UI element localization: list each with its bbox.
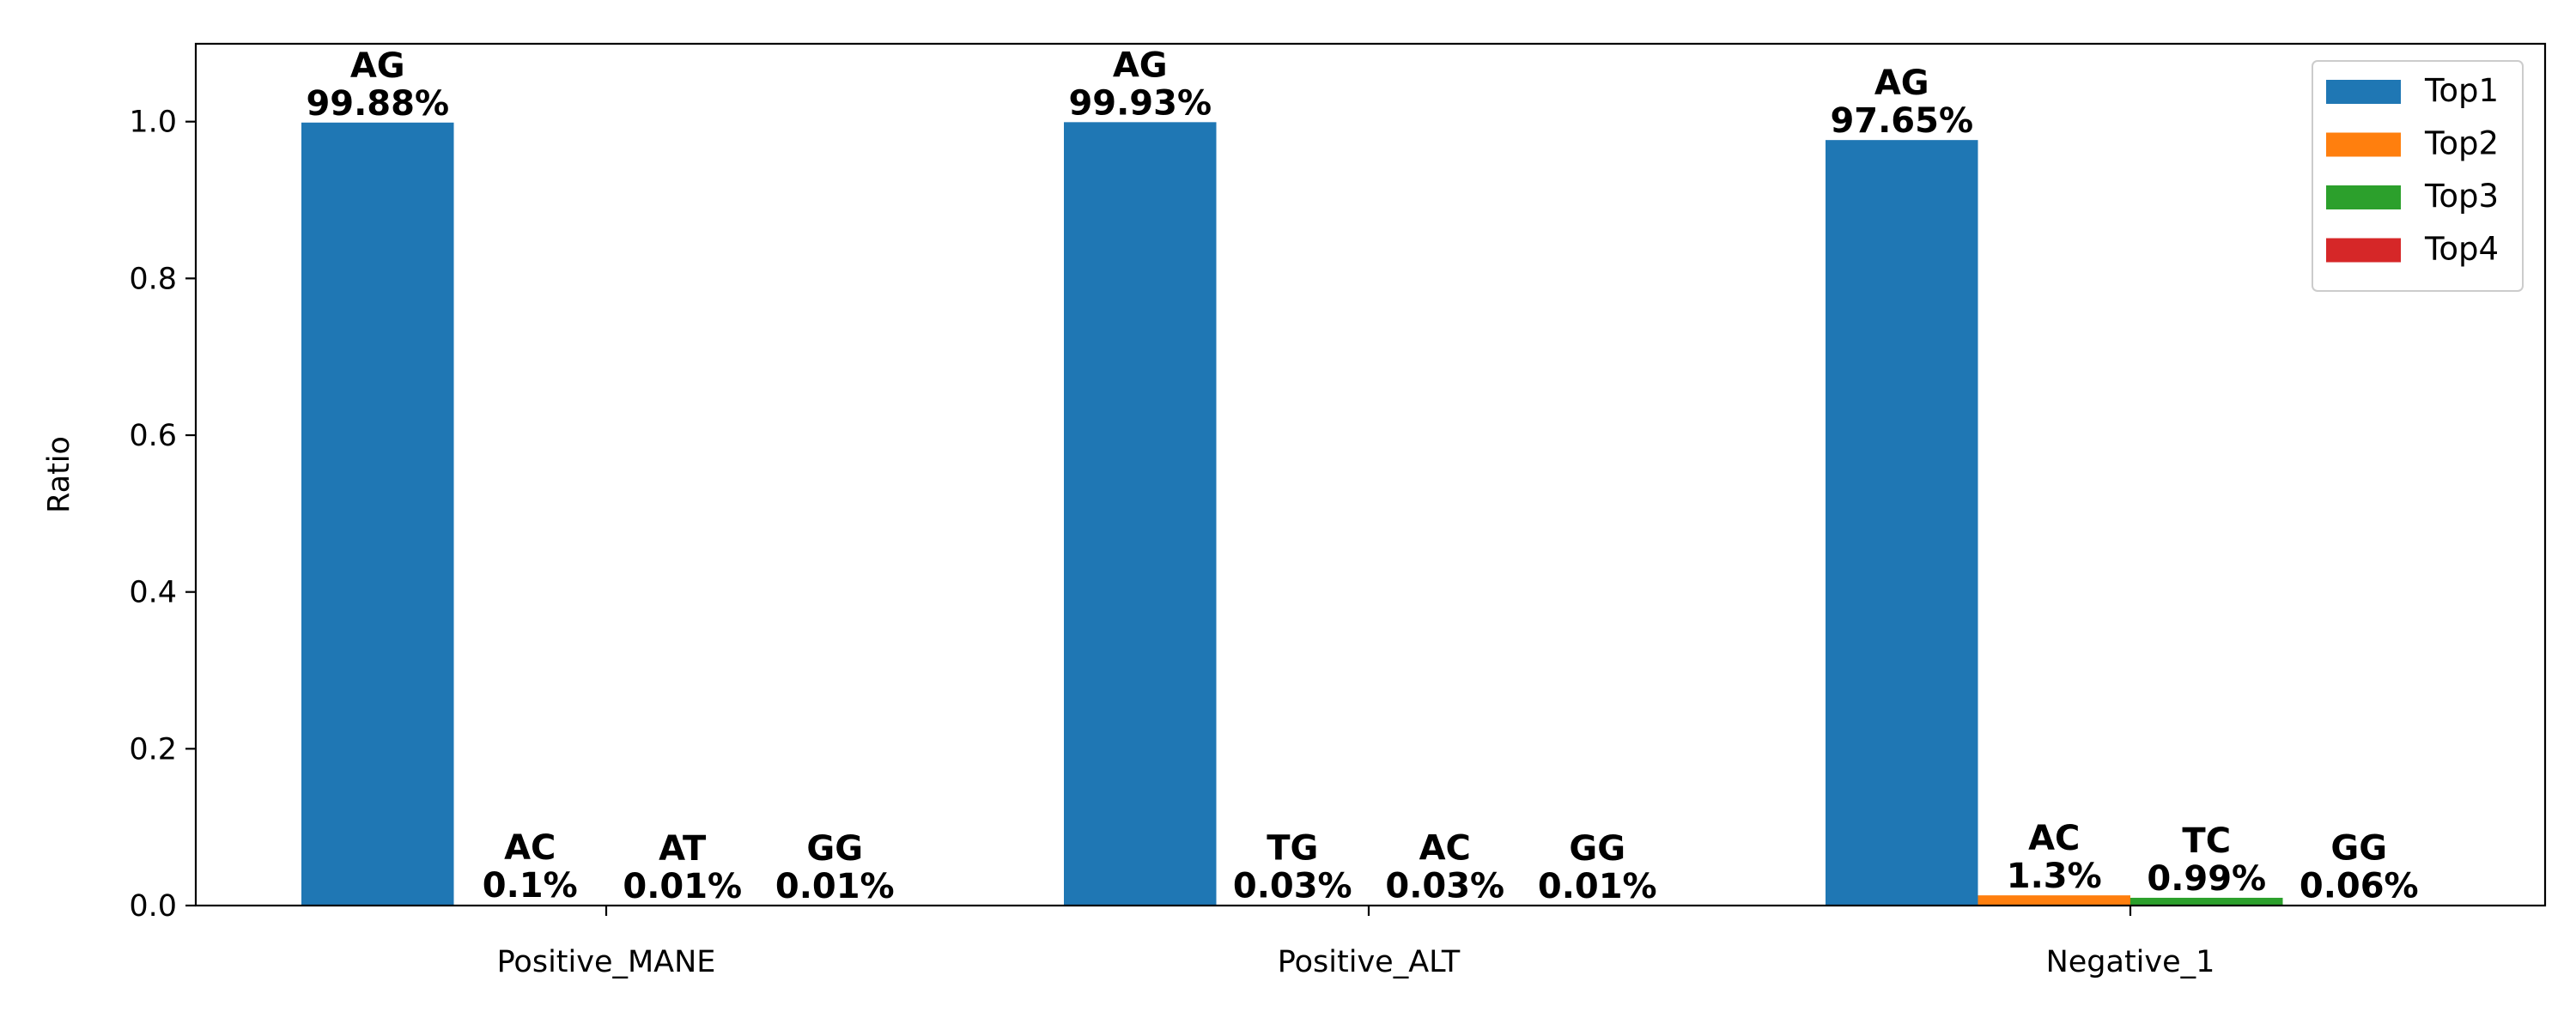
bar-percent-label: 99.88%: [306, 84, 449, 124]
bar-percent-label: 0.06%: [2300, 866, 2419, 906]
bar-label-top4-positive_alt: GG 0.01%: [1538, 829, 1657, 906]
bar-label-top1-negative_1: AG 97.65%: [1830, 64, 1973, 141]
bar-percent-label: 0.03%: [1233, 867, 1352, 906]
bar-motif-label: AC: [2028, 819, 2080, 858]
bar-percent-label: 97.65%: [1830, 101, 1973, 141]
bar-label-top3-positive_alt: AC 0.03%: [1385, 829, 1504, 906]
bar-top2-negative_1: [1978, 895, 2130, 906]
y-axis: 0.0 0.2 0.4 0.6 0.8 1.0: [129, 106, 196, 924]
bar-motif-label: AG: [350, 46, 405, 86]
bar-motif-label: GG: [2330, 828, 2387, 868]
bar-motif-label: GG: [806, 829, 863, 869]
bar-percent-label: 0.03%: [1385, 867, 1504, 906]
bar-percent-label: 0.99%: [2147, 859, 2266, 899]
bar-labels-layer: AG 99.88%AG 99.93%AG 97.65%AC 0.1%TG 0.03%AC 1…: [306, 45, 2418, 906]
bar-label-top3-positive_mane: AT 0.01%: [623, 829, 742, 906]
bar-motif-label: AC: [504, 828, 556, 868]
bar-motif-label: AC: [1419, 829, 1471, 869]
legend-swatch-top1: [2326, 80, 2401, 104]
bar-motif-label: TC: [2182, 821, 2231, 861]
legend-swatch-top4: [2326, 238, 2401, 263]
legend-frame: [2312, 60, 2524, 292]
bar-label-top1-positive_mane: AG 99.88%: [306, 46, 449, 124]
y-tick-label: 0.2: [129, 732, 177, 766]
bar-top1-positive_alt: [1064, 122, 1217, 906]
bar-percent-label: 0.01%: [775, 867, 895, 906]
bar-label-top2-positive_mane: AC 0.1%: [483, 828, 578, 906]
legend-label-top4: Top4: [2424, 231, 2499, 268]
bar-motif-label: AT: [659, 829, 707, 869]
plot-frame: [194, 42, 2547, 907]
legend: Top1 Top2 Top3 Top4: [2312, 60, 2524, 292]
legend-swatch-top2: [2326, 132, 2401, 157]
bar-motif-label: TG: [1267, 829, 1318, 869]
y-tick-label: 1.0: [129, 106, 177, 140]
bar-motif-label: AG: [1113, 45, 1168, 85]
y-tick-label: 0.4: [129, 576, 177, 610]
bar-label-top1-positive_alt: AG 99.93%: [1068, 45, 1212, 123]
x-tick-label: Positive_MANE: [497, 945, 716, 979]
legend-swatch-top3: [2326, 185, 2401, 209]
bar-percent-label: 0.01%: [623, 867, 742, 906]
bar-top1-negative_1: [1826, 140, 1978, 906]
bar-percent-label: 99.93%: [1068, 83, 1212, 123]
bar-label-top2-negative_1: AC 1.3%: [2007, 819, 2102, 896]
legend-label-top1: Top1: [2424, 72, 2499, 109]
bar-label-top2-positive_alt: TG 0.03%: [1233, 829, 1352, 906]
legend-label-top2: Top2: [2424, 125, 2499, 162]
x-tick-label: Positive_ALT: [1278, 945, 1461, 979]
bar-label-top4-positive_mane: GG 0.01%: [775, 829, 895, 906]
y-tick-label: 0.0: [129, 889, 177, 924]
y-tick-label: 0.6: [129, 419, 177, 453]
y-tick-label: 0.8: [129, 262, 177, 296]
legend-label-top3: Top3: [2424, 178, 2499, 215]
bar-top1-positive_mane: [301, 122, 454, 906]
x-tick-label: Negative_1: [2046, 945, 2215, 979]
bar-label-top3-negative_1: TC 0.99%: [2147, 821, 2266, 899]
bar-top3-negative_1: [2130, 897, 2283, 906]
bar-label-top4-negative_1: GG 0.06%: [2300, 828, 2419, 906]
bar-motif-label: GG: [1569, 829, 1625, 869]
bar-percent-label: 1.3%: [2007, 857, 2102, 896]
bar-motif-label: AG: [1874, 64, 1929, 103]
x-axis: Positive_MANE Positive_ALT Negative_1: [497, 906, 2215, 979]
bars-layer: [301, 122, 2435, 906]
y-axis-label: Ratio: [42, 436, 76, 513]
bar-percent-label: 0.1%: [483, 866, 578, 906]
bar-percent-label: 0.01%: [1538, 867, 1657, 906]
